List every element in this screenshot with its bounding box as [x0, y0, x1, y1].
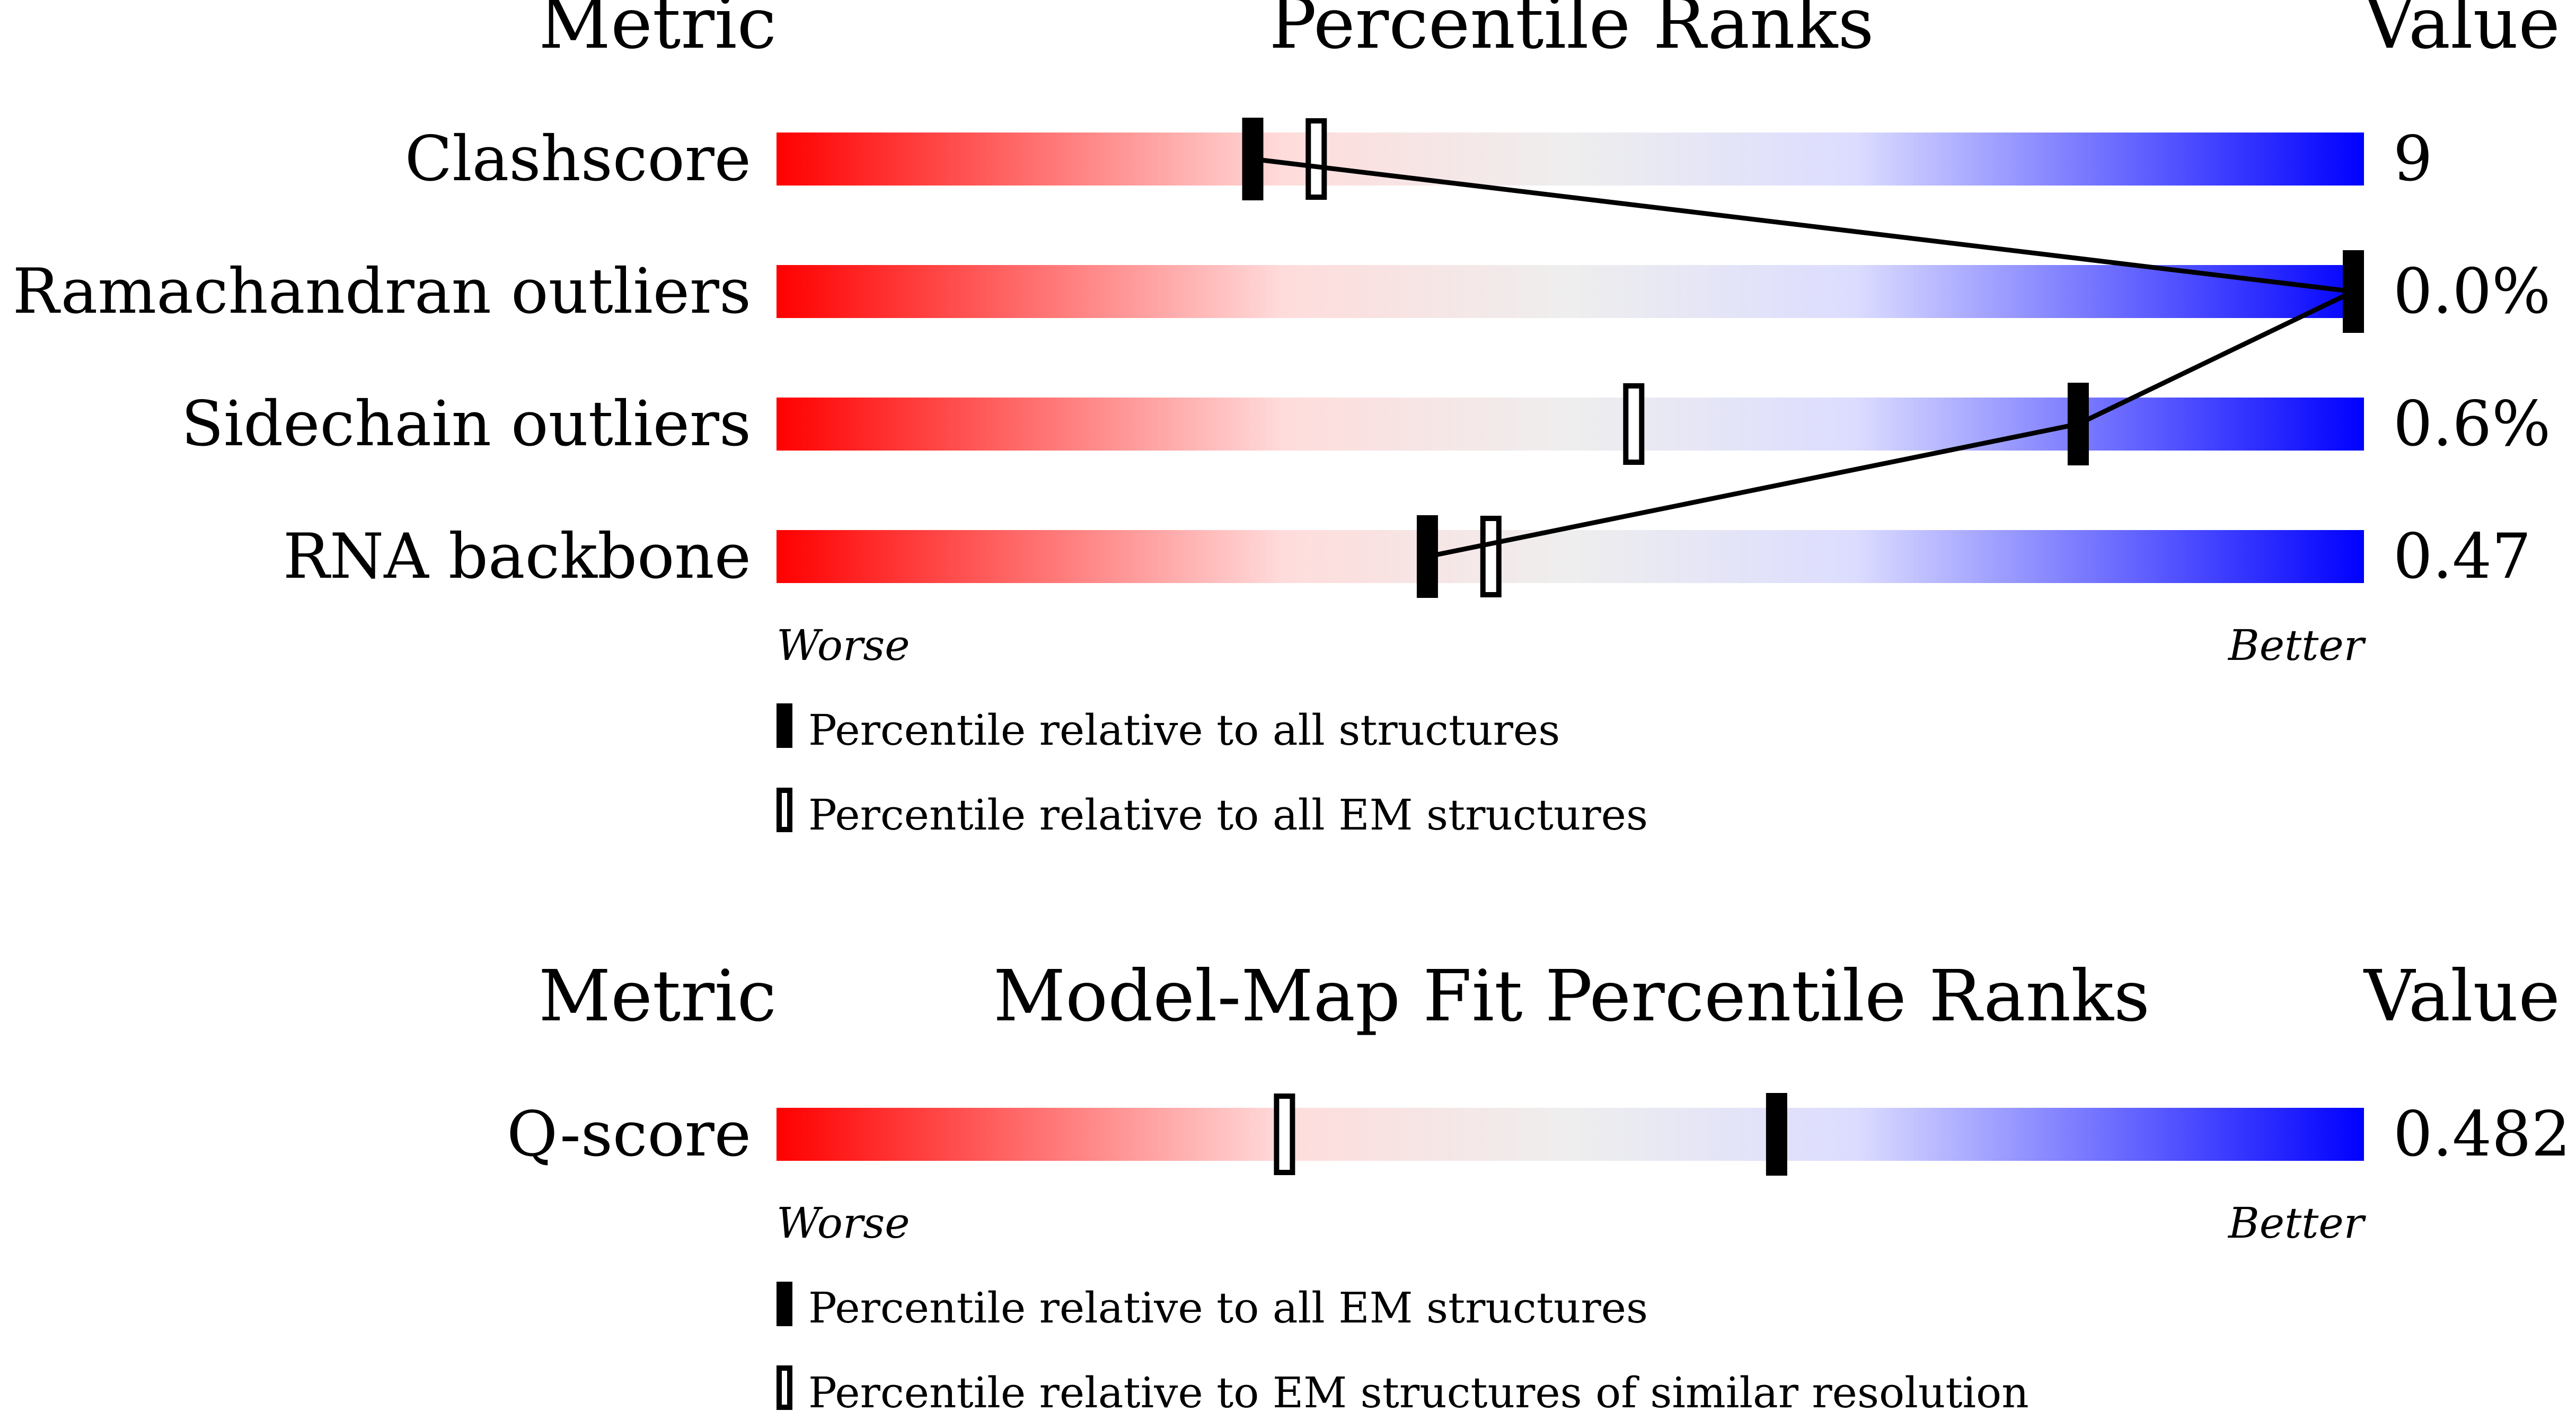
- metric-label: Ramachandran outliers: [13, 255, 751, 328]
- percentile-bar: [777, 1108, 2364, 1161]
- metric-label: RNA backbone: [283, 520, 751, 593]
- metric-row: Clashscore 9: [405, 118, 2432, 200]
- metric-label: Sidechain outliers: [181, 387, 751, 460]
- legend-filled-marker: [777, 703, 792, 748]
- metric-value: 0.6%: [2393, 387, 2551, 460]
- open-percentile-marker: [1305, 118, 1327, 200]
- metric-label: Q-score: [507, 1098, 751, 1170]
- metric-header: Metric: [539, 0, 777, 65]
- metric-value: 0.0%: [2393, 255, 2551, 328]
- legend-filled-label: Percentile relative to all EM structures: [808, 1283, 1648, 1333]
- axis-worse-label: Worse: [777, 621, 910, 670]
- filled-percentile-marker: [1416, 515, 1438, 598]
- legend-open-label: Percentile relative to EM structures of …: [808, 1368, 2029, 1411]
- axis-better-label: Better: [2227, 621, 2367, 670]
- panel-title: Percentile Ranks: [1269, 0, 1874, 65]
- filled-percentile-marker: [1242, 118, 1264, 200]
- metric-row: Q-score 0.482: [507, 1093, 2571, 1175]
- open-percentile-marker: [1480, 516, 1502, 597]
- metric-row: RNA backbone 0.47: [283, 516, 2531, 597]
- filled-percentile-marker: [2343, 250, 2364, 333]
- metric-header: Metric: [539, 956, 777, 1037]
- legend-open-marker: [777, 788, 792, 832]
- open-percentile-marker: [1274, 1093, 1295, 1175]
- value-header: Value: [2363, 0, 2560, 65]
- legend-filled-marker: [777, 1282, 792, 1326]
- metric-value: 0.47: [2393, 520, 2531, 593]
- legend-open-label: Percentile relative to all EM structures: [808, 790, 1648, 840]
- validation-panel: Metric Percentile Ranks Value Clashscore…: [13, 0, 2560, 840]
- legend-filled-label: Percentile relative to all structures: [808, 706, 1560, 755]
- filled-percentile-marker: [1766, 1093, 1787, 1176]
- axis-worse-label: Worse: [777, 1198, 910, 1248]
- model-map-fit-panel: Metric Model-Map Fit Percentile Ranks Va…: [507, 956, 2571, 1411]
- metric-value: 0.482: [2393, 1098, 2571, 1170]
- percentile-connector-line: [1252, 156, 2362, 559]
- filled-percentile-marker: [2067, 383, 2089, 465]
- open-percentile-marker: [1623, 383, 1645, 465]
- percentile-bar: [777, 398, 2364, 451]
- axis-better-label: Better: [2227, 1198, 2367, 1248]
- legend-open-marker: [777, 1365, 792, 1410]
- metric-row: Sidechain outliers 0.6%: [181, 383, 2551, 465]
- metric-value: 9: [2393, 122, 2432, 195]
- metric-label: Clashscore: [405, 122, 751, 195]
- percentile-bar: [777, 265, 2364, 318]
- percentile-bar: [777, 530, 2364, 583]
- metric-row: Ramachandran outliers 0.0%: [13, 251, 2551, 332]
- percentile-bar: [777, 133, 2364, 186]
- value-header: Value: [2363, 956, 2560, 1037]
- panel-title: Model-Map Fit Percentile Ranks: [993, 956, 2150, 1037]
